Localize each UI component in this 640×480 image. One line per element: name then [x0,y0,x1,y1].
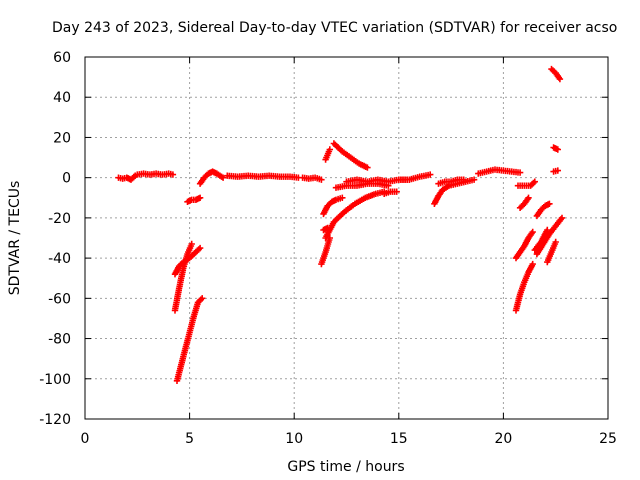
data-point-markers [533,214,566,258]
x-tick-label: 5 [185,431,194,447]
data-point-markers [533,200,553,220]
series-0 [115,172,139,183]
series-20 [435,176,467,187]
data-point-markers [516,194,532,211]
grid [85,57,608,419]
x-tick-label: 25 [599,431,617,447]
series-12 [322,146,333,163]
series-5 [184,194,204,205]
data-point-markers [514,178,538,189]
series-25 [514,178,538,189]
data-point-markers [381,188,400,197]
data-point-markers [224,172,302,181]
series-13 [330,140,371,171]
x-tick-label: 10 [285,431,303,447]
data-point-markers [475,166,524,177]
data-point-markers [173,295,206,384]
series-21 [475,166,524,177]
series-22 [512,260,536,314]
y-tick-label: -100 [39,372,71,388]
data-point-markers [435,176,467,187]
data-point-markers [134,170,177,178]
y-tick-label: 0 [62,171,71,187]
y-tick-label: 40 [53,90,71,106]
series-30 [548,65,564,83]
x-tick-label: 20 [494,431,512,447]
y-tick-label: -60 [48,291,71,307]
data-point-markers [184,194,204,205]
data-point-markers [512,260,536,314]
y-tick-label: 20 [53,130,71,146]
y-tick-label: 60 [53,50,71,66]
y-tick-label: -20 [48,211,71,227]
y-tick-label: -120 [39,412,71,428]
data-point-markers [322,146,333,163]
series-4 [173,295,206,384]
plot-frame [84,56,609,420]
series-27 [533,200,553,220]
x-axis-label: GPS time / hours [287,459,404,475]
x-tick-label: 15 [390,431,408,447]
series-8 [299,174,325,183]
series-7 [224,172,302,181]
series-10 [320,194,346,218]
y-tick-label: -80 [48,332,71,348]
data-point-markers [115,172,139,183]
series-29 [544,238,559,266]
axis-ticks: 0 5 10 15 20 25 -120 -100 -80 -60 -40 -20 0 20 40 60 [39,50,617,447]
series-3 [171,244,204,278]
data-point-markers [544,238,559,266]
data-point-markers [320,194,346,218]
series-14 [322,188,388,242]
data-point-markers [550,144,561,153]
chart-title: Day 243 of 2023, Sidereal Day-to-day VTE… [52,20,617,36]
data-point-markers [548,65,564,83]
series-11 [320,224,331,234]
series-1 [134,170,177,178]
series-18 [395,171,434,183]
series-9 [318,234,333,268]
data-point-markers [299,174,325,183]
y-tick-label: -40 [48,251,71,267]
data-point-markers [550,167,561,175]
series-28 [533,214,566,258]
x-tick-label: 0 [81,431,90,447]
series-31 [550,144,561,153]
data-point-markers [196,168,227,187]
series-32 [550,167,561,175]
y-axis-label: SDTVAR / TECUs [7,181,23,296]
data-point-markers [320,224,331,234]
data-point-markers [330,140,371,171]
data-point-markers [395,171,434,183]
data-point-markers [318,234,333,268]
series-24 [516,194,532,211]
data-point-markers [322,188,388,242]
series-6 [196,168,227,187]
series-23 [512,228,536,262]
data-points [115,65,566,384]
data-point-markers [171,244,204,278]
data-point-markers [512,228,536,262]
series-17 [381,188,400,197]
